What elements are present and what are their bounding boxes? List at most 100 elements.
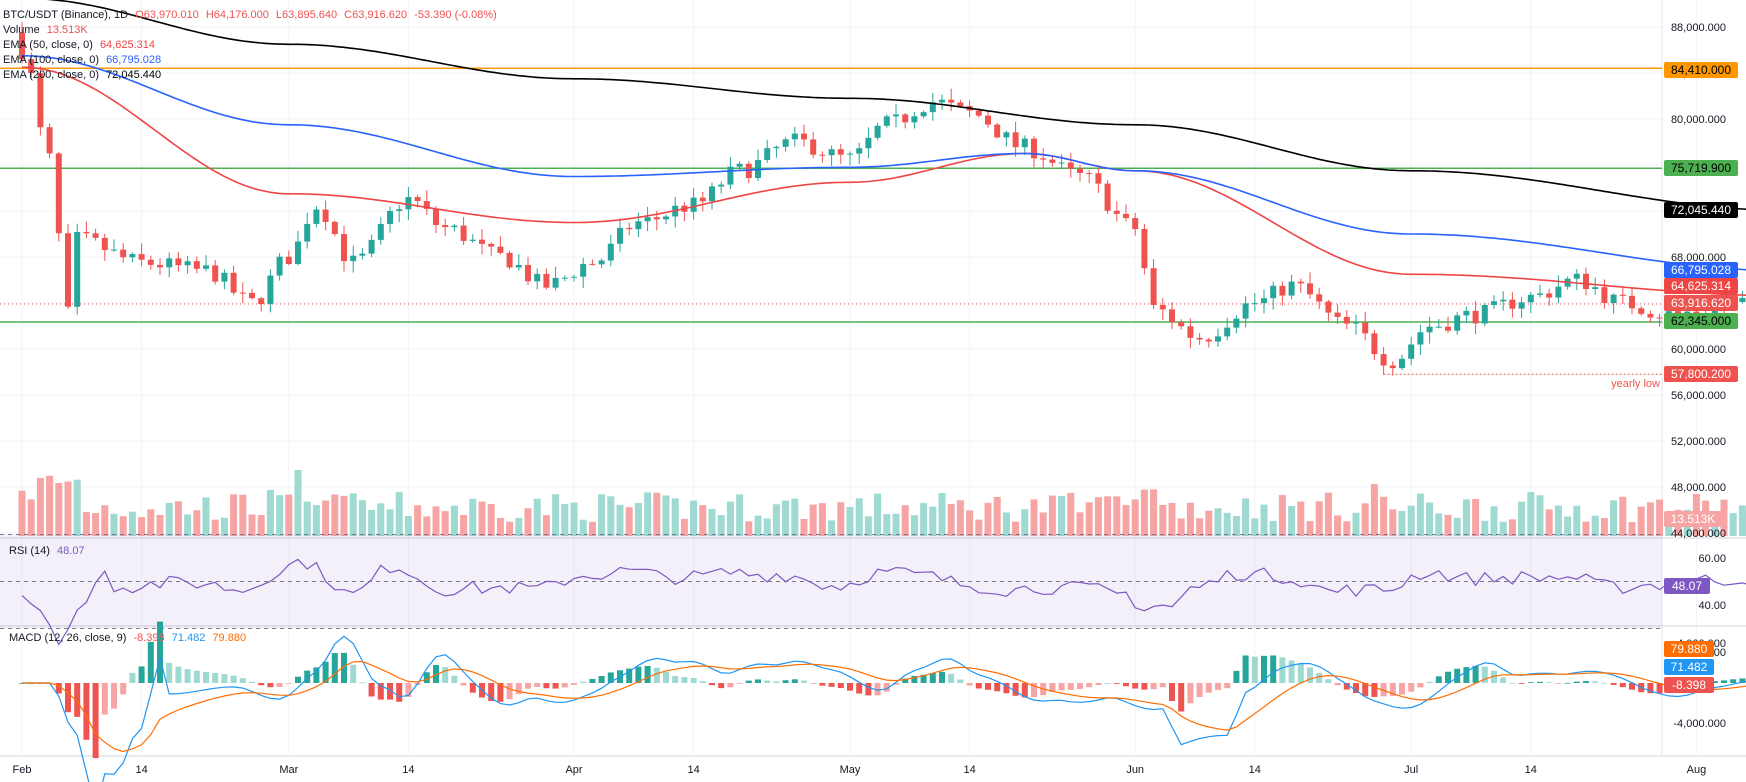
- candle-body[interactable]: [322, 209, 329, 222]
- candle-body[interactable]: [589, 263, 596, 265]
- candle-body[interactable]: [1113, 210, 1120, 214]
- candle-body[interactable]: [111, 249, 117, 251]
- candle-body[interactable]: [1095, 173, 1102, 184]
- candle-body[interactable]: [929, 102, 936, 113]
- candle-body[interactable]: [1491, 301, 1497, 305]
- candle-body[interactable]: [690, 197, 697, 212]
- candle-body[interactable]: [295, 241, 301, 265]
- candle-body[interactable]: [810, 139, 817, 155]
- candle-body[interactable]: [1058, 162, 1065, 164]
- candle-body[interactable]: [883, 116, 890, 126]
- candle-body[interactable]: [607, 243, 614, 261]
- candle-body[interactable]: [782, 139, 789, 147]
- candle-body[interactable]: [230, 272, 237, 293]
- candle-body[interactable]: [1399, 358, 1405, 369]
- candle-body[interactable]: [893, 114, 899, 117]
- ema-line[interactable]: [22, 66, 1746, 296]
- candle-body[interactable]: [1518, 302, 1525, 309]
- candle-body[interactable]: [1408, 344, 1415, 359]
- candle-body[interactable]: [644, 217, 651, 222]
- candle-body[interactable]: [37, 73, 44, 128]
- candle-body[interactable]: [1196, 337, 1203, 340]
- rsi-label[interactable]: RSI (14): [9, 545, 50, 557]
- candle-body[interactable]: [801, 133, 807, 140]
- candle-body[interactable]: [433, 208, 439, 226]
- candle-body[interactable]: [727, 166, 734, 185]
- candle-body[interactable]: [1279, 285, 1286, 296]
- candle-body[interactable]: [55, 153, 62, 234]
- candle-body[interactable]: [258, 298, 265, 305]
- rsi-line[interactable]: [21, 558, 1746, 646]
- candle-body[interactable]: [193, 261, 200, 269]
- candle-body[interactable]: [1693, 311, 1700, 314]
- candle-body[interactable]: [313, 209, 320, 224]
- candle-body[interactable]: [1417, 332, 1424, 345]
- candle-body[interactable]: [423, 201, 430, 209]
- candle-body[interactable]: [948, 99, 955, 103]
- candle-body[interactable]: [1270, 285, 1277, 299]
- candle-body[interactable]: [1307, 283, 1313, 295]
- candle-body[interactable]: [1297, 281, 1304, 284]
- candle-body[interactable]: [405, 197, 412, 210]
- candle-body[interactable]: [221, 272, 228, 282]
- candle-body[interactable]: [414, 197, 421, 202]
- candle-body[interactable]: [543, 273, 550, 288]
- candle-body[interactable]: [837, 149, 844, 155]
- candle-body[interactable]: [1362, 322, 1369, 334]
- candle-body[interactable]: [1583, 273, 1589, 290]
- candle-body[interactable]: [1739, 297, 1746, 303]
- ema50-label[interactable]: EMA (50, close, 0): [3, 39, 93, 51]
- candle-body[interactable]: [147, 259, 154, 265]
- candle-body[interactable]: [46, 127, 53, 154]
- macd-pane[interactable]: [19, 621, 1746, 782]
- candle-body[interactable]: [847, 153, 853, 155]
- candle-body[interactable]: [1224, 327, 1231, 337]
- candle-body[interactable]: [1251, 303, 1258, 305]
- candle-body[interactable]: [1123, 213, 1129, 219]
- candle-body[interactable]: [19, 32, 25, 60]
- candle-body[interactable]: [911, 116, 918, 123]
- candle-body[interactable]: [1150, 268, 1157, 306]
- volume-label[interactable]: Volume: [3, 24, 40, 36]
- candle-body[interactable]: [1389, 365, 1396, 369]
- symbol-label[interactable]: BTC/USDT (Binance), 1D: [3, 9, 129, 21]
- ema-lines[interactable]: [22, 0, 1746, 296]
- candle-body[interactable]: [791, 133, 798, 140]
- candle-body[interactable]: [249, 292, 255, 299]
- candle-body[interactable]: [1187, 326, 1194, 338]
- candle-body[interactable]: [580, 263, 587, 277]
- candle-body[interactable]: [460, 225, 467, 241]
- candle-body[interactable]: [1463, 310, 1470, 316]
- candle-body[interactable]: [83, 231, 90, 234]
- candle-body[interactable]: [902, 114, 909, 123]
- candle-body[interactable]: [745, 163, 752, 178]
- candle-body[interactable]: [451, 225, 458, 228]
- candle-body[interactable]: [1509, 299, 1516, 309]
- candle-body[interactable]: [663, 216, 669, 220]
- candle-body[interactable]: [1141, 228, 1148, 269]
- candle-body[interactable]: [175, 258, 182, 266]
- candle-body[interactable]: [1233, 318, 1240, 328]
- candle-body[interactable]: [1426, 326, 1433, 333]
- candle-body[interactable]: [920, 112, 927, 117]
- candle-body[interactable]: [506, 252, 513, 268]
- candle-body[interactable]: [387, 210, 393, 225]
- candle-body[interactable]: [994, 124, 1001, 138]
- candle-body[interactable]: [865, 137, 872, 149]
- candle-body[interactable]: [515, 265, 522, 268]
- candle-body[interactable]: [1380, 354, 1387, 366]
- candle-body[interactable]: [1205, 339, 1212, 342]
- candle-body[interactable]: [1325, 301, 1332, 313]
- candle-body[interactable]: [534, 273, 541, 282]
- candle-body[interactable]: [957, 102, 964, 106]
- candle-body[interactable]: [571, 276, 577, 278]
- candle-body[interactable]: [1021, 138, 1028, 148]
- candle-body[interactable]: [699, 197, 706, 202]
- candle-body[interactable]: [1031, 138, 1037, 159]
- candle-body[interactable]: [598, 260, 605, 265]
- candle-body[interactable]: [442, 225, 449, 228]
- candle-body[interactable]: [635, 221, 642, 230]
- candle-body[interactable]: [203, 265, 209, 269]
- candle-body[interactable]: [1040, 158, 1047, 160]
